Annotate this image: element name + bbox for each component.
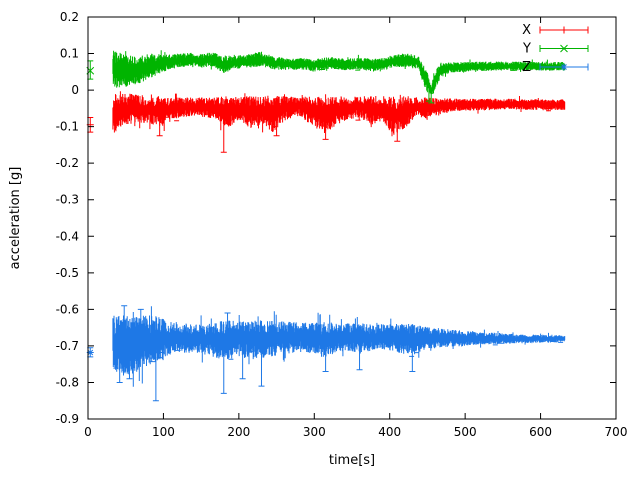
legend: XYZ	[522, 23, 589, 75]
x-tick-label: 300	[303, 425, 326, 439]
axes-layer: 0 100 200 300 400 500 600 700 0.2 0.1 0 -0.1 -0.2 -0.…	[56, 10, 628, 439]
series-z-start-point	[86, 347, 94, 358]
series-z-spikes	[116, 305, 416, 402]
y-tick-label: 0.2	[60, 10, 79, 24]
legend-sample-x	[539, 26, 589, 34]
series-y-start-point	[86, 60, 95, 80]
y-tick-label: -0.4	[56, 229, 79, 243]
y-tick-label: 0	[71, 83, 79, 97]
y-tick-label: -0.5	[56, 266, 79, 280]
y-tick-label: -0.8	[56, 375, 79, 389]
series-x-band	[112, 91, 566, 137]
legend-label-y: Y	[522, 42, 531, 57]
y-tick-label: 0.1	[60, 47, 79, 61]
series-z-band	[112, 306, 566, 387]
x-tick-label: 500	[454, 425, 477, 439]
series-x-start-point	[86, 117, 94, 133]
data-series-layer	[86, 50, 566, 402]
x-tick-label: 200	[227, 425, 250, 439]
y-tick-label: -0.6	[56, 302, 79, 316]
y-tick-label: -0.3	[56, 193, 79, 207]
y-tick-label: -0.9	[56, 412, 79, 426]
y-axis-label: acceleration [g]	[8, 167, 23, 270]
x-tick-label: 0	[84, 425, 92, 439]
legend-label-x: X	[522, 23, 531, 38]
x-tick-label: 100	[152, 425, 175, 439]
y-tick-label: -0.1	[56, 120, 79, 134]
series-x-spikes	[156, 110, 401, 153]
series-y-spikes	[425, 86, 435, 104]
series-y-band	[112, 50, 566, 95]
plot-border	[87, 16, 617, 420]
x-tick-label: 700	[605, 425, 628, 439]
x-axis-label: time[s]	[329, 453, 375, 468]
legend-sample-z	[539, 63, 589, 71]
y-tick-label: -0.2	[56, 156, 79, 170]
legend-label-z: Z	[522, 60, 531, 75]
y-tick-label: -0.7	[56, 339, 79, 353]
x-tick-label: 600	[529, 425, 552, 439]
legend-sample-y	[539, 44, 589, 53]
x-tick-label: 400	[378, 425, 401, 439]
